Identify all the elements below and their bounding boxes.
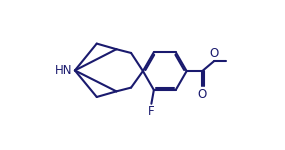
Text: F: F bbox=[148, 105, 155, 118]
Text: O: O bbox=[209, 47, 219, 60]
Text: HN: HN bbox=[55, 64, 72, 77]
Text: O: O bbox=[198, 88, 207, 101]
